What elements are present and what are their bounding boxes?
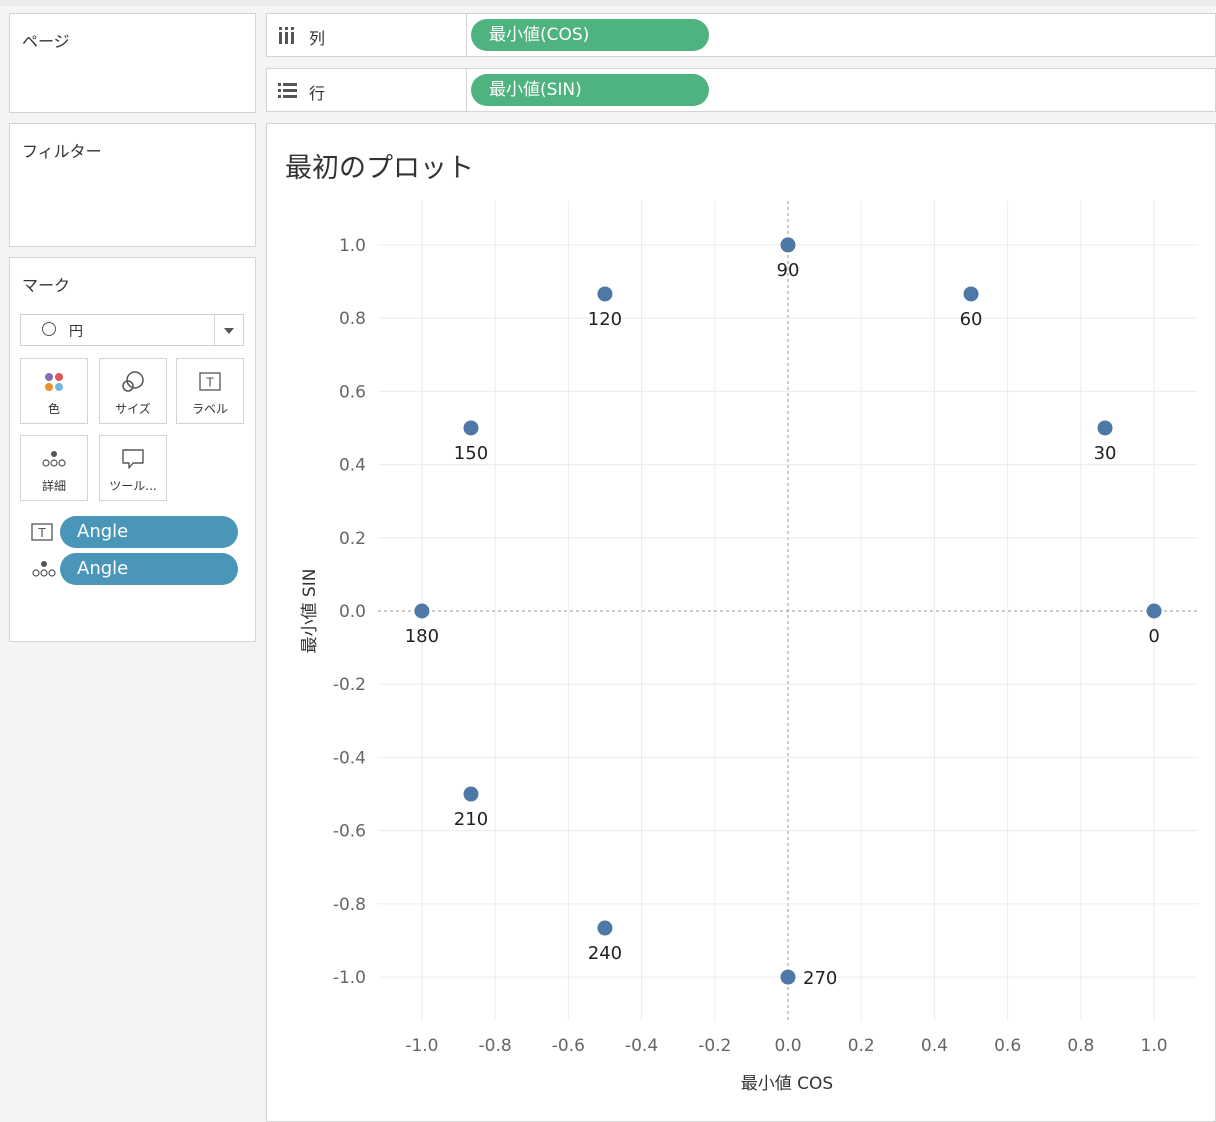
data-point[interactable] — [597, 920, 613, 936]
y-tick-label: -0.6 — [333, 822, 366, 842]
detail-button[interactable]: 詳細 — [20, 435, 88, 501]
size-button-label: サイズ — [115, 402, 151, 416]
chart-title: 最初のプロット — [285, 153, 474, 184]
data-point-label: 150 — [454, 443, 488, 464]
tooltip-button[interactable]: ツール... — [99, 435, 167, 501]
size-circles-icon — [122, 371, 144, 392]
y-tick-label: -0.4 — [333, 748, 366, 768]
y-tick-label: 0.6 — [339, 382, 366, 402]
x-tick-label: -0.2 — [698, 1036, 731, 1056]
x-axis-title: 最小値 COS — [741, 1074, 833, 1094]
y-tick-label: 0.4 — [339, 456, 366, 476]
data-point-label: 120 — [588, 309, 622, 330]
mark-type-dropdown[interactable]: 円 — [20, 314, 244, 346]
circle-mark-icon — [42, 322, 56, 336]
tooltip-button-label: ツール... — [109, 479, 157, 493]
x-tick-label: -0.4 — [625, 1036, 658, 1056]
label-button[interactable]: T ラベル — [176, 358, 244, 424]
y-tick-label: 0.2 — [339, 529, 366, 549]
y-tick-label: 1.0 — [339, 236, 366, 256]
mark-type-value: 円 — [69, 324, 83, 340]
data-point-label: 90 — [777, 260, 800, 281]
top-toolbar-strip — [0, 0, 1216, 6]
y-tick-label: -0.8 — [333, 895, 366, 915]
label-button-label: ラベル — [191, 402, 228, 416]
x-tick-label: 0.8 — [1067, 1036, 1094, 1056]
y-tick-label: 0.0 — [339, 602, 366, 622]
data-point[interactable] — [597, 286, 613, 302]
text-label-icon: T — [31, 523, 53, 541]
rows-icon — [278, 83, 297, 98]
data-point-label: 180 — [405, 626, 439, 647]
data-point-label: 60 — [960, 309, 983, 330]
scatter-plot[interactable]: -1.0 -0.8 -0.6 -0.4 -0.2 0.0 0.2 0.4 0.6 0.8 1.0 1.… — [267, 124, 1215, 1121]
pages-panel[interactable]: ページ — [9, 13, 256, 113]
filters-title: フィルター — [22, 142, 102, 161]
data-point[interactable] — [963, 286, 979, 302]
columns-shelf[interactable]: 列 最小値(COS) — [266, 13, 1216, 57]
label-field-pill[interactable]: Angle — [60, 516, 238, 548]
x-tick-label: 0.6 — [994, 1036, 1021, 1056]
x-tick-label: 0.4 — [921, 1036, 948, 1056]
svg-text:T: T — [37, 526, 46, 540]
data-point[interactable] — [780, 969, 796, 985]
data-point[interactable] — [463, 786, 479, 802]
chevron-down-icon[interactable] — [224, 328, 234, 334]
color-dots-icon — [45, 373, 63, 391]
x-tick-label: -0.8 — [479, 1036, 512, 1056]
x-tick-label: -1.0 — [405, 1036, 438, 1056]
rows-field-pill[interactable]: 最小値(SIN) — [471, 74, 709, 106]
text-label-icon: T — [199, 372, 221, 391]
filters-panel[interactable]: フィルター — [9, 123, 256, 247]
grid-lines — [378, 201, 1198, 1021]
data-points: 0 30 60 90 120 150 180 210 240 270 — [405, 237, 1162, 989]
columns-field-pill[interactable]: 最小値(COS) — [471, 19, 709, 51]
detail-button-label: 詳細 — [41, 479, 66, 493]
dropdown-separator — [214, 315, 215, 345]
size-button[interactable]: サイズ — [99, 358, 167, 424]
color-button-label: 色 — [47, 402, 60, 416]
svg-text:T: T — [205, 376, 214, 390]
data-point[interactable] — [1097, 420, 1113, 436]
y-tick-label: -1.0 — [333, 968, 366, 988]
rows-shelf[interactable]: 行 最小値(SIN) — [266, 68, 1216, 112]
tooltip-bubble-icon — [122, 449, 144, 469]
data-point[interactable] — [463, 420, 479, 436]
marks-panel: マーク 円 色 サイズ T ラベル — [9, 257, 256, 642]
data-point-label: 0 — [1148, 626, 1159, 647]
pages-title: ページ — [22, 32, 70, 51]
detail-dots-icon — [42, 451, 66, 467]
detail-dots-icon — [32, 561, 56, 577]
data-point[interactable] — [414, 603, 430, 619]
y-axis-title: 最小値 SIN — [300, 569, 320, 654]
y-tick-label: 0.8 — [339, 309, 366, 329]
x-tick-label: 1.0 — [1141, 1036, 1168, 1056]
data-point-label: 270 — [803, 968, 837, 989]
data-point[interactable] — [1146, 603, 1162, 619]
columns-shelf-label: 列 — [267, 14, 467, 56]
marks-title: マーク — [22, 276, 71, 295]
rows-shelf-label: 行 — [267, 69, 467, 111]
x-tick-label: 0.0 — [774, 1036, 801, 1056]
x-tick-label: -0.6 — [552, 1036, 585, 1056]
data-point-label: 240 — [588, 943, 622, 964]
data-point-label: 30 — [1094, 443, 1117, 464]
data-point-label: 210 — [454, 809, 488, 830]
detail-field-pill[interactable]: Angle — [60, 553, 238, 585]
columns-shelf-text: 列 — [309, 29, 326, 48]
axis-labels: -1.0 -0.8 -0.6 -0.4 -0.2 0.0 0.2 0.4 0.6 0.8 1.0 1.… — [333, 236, 1168, 1056]
columns-icon — [279, 27, 294, 44]
data-point[interactable] — [780, 237, 796, 253]
rows-shelf-text: 行 — [309, 84, 326, 103]
x-tick-label: 0.2 — [848, 1036, 875, 1056]
worksheet-panel: 最初のプロット -1.0 -0.8 -0.6 -0.4 -0.2 0.0 0.2 0.4 0.6… — [266, 123, 1216, 1122]
color-button[interactable]: 色 — [20, 358, 88, 424]
y-tick-label: -0.2 — [333, 675, 366, 695]
